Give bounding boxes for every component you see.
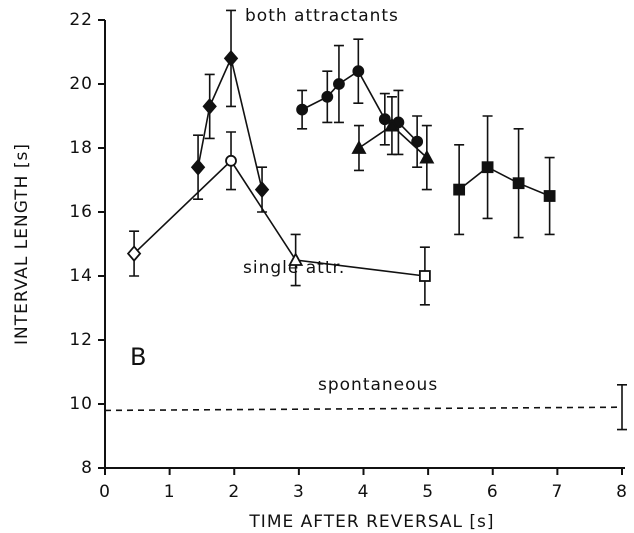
annotation: both attractants xyxy=(245,6,399,26)
x-tick-label: 5 xyxy=(422,482,434,502)
x-tick-label: 1 xyxy=(164,482,176,502)
marker xyxy=(352,65,365,78)
marker xyxy=(202,98,217,115)
annotation: spontaneous xyxy=(318,375,438,395)
marker xyxy=(419,149,435,164)
series-line xyxy=(133,159,425,277)
y-tick-label: 14 xyxy=(69,266,93,286)
marker xyxy=(333,78,345,90)
marker xyxy=(411,135,424,148)
x-tick-label: 7 xyxy=(551,482,563,502)
marker xyxy=(225,154,237,167)
y-tick-label: 12 xyxy=(69,330,93,350)
x-tick-label: 6 xyxy=(487,482,499,502)
y-axis-label: INTERVAL LENGTH [s] xyxy=(12,143,32,345)
marker xyxy=(190,158,206,176)
x-tick-label: 4 xyxy=(358,482,370,502)
x-tick-label: 3 xyxy=(293,482,305,502)
marker xyxy=(321,90,334,103)
error-bar xyxy=(617,384,627,431)
series-line xyxy=(458,166,550,197)
marker xyxy=(378,113,391,126)
panel-label: B xyxy=(130,343,147,371)
marker xyxy=(254,181,270,198)
marker xyxy=(126,245,142,262)
marker xyxy=(384,117,400,132)
x-axis-label: TIME AFTER REVERSAL [s] xyxy=(248,512,494,532)
marker xyxy=(543,190,556,202)
y-tick-label: 8 xyxy=(81,458,93,478)
marker xyxy=(418,270,431,282)
y-tick-label: 20 xyxy=(69,74,93,94)
x-tick-label: 0 xyxy=(99,482,111,502)
y-tick-label: 10 xyxy=(69,394,93,414)
marker xyxy=(296,103,309,116)
marker xyxy=(512,177,525,190)
series-line xyxy=(104,406,623,412)
y-tick-label: 18 xyxy=(69,138,93,158)
x-tick-label: 8 xyxy=(616,482,628,502)
y-tick-label: 16 xyxy=(69,202,93,222)
marker xyxy=(351,140,367,154)
x-tick-label: 2 xyxy=(228,482,240,502)
marker xyxy=(288,252,304,266)
marker xyxy=(481,161,494,174)
series-line xyxy=(197,55,263,190)
marker xyxy=(453,183,466,196)
y-tick-label: 22 xyxy=(69,10,93,30)
marker xyxy=(223,50,239,67)
